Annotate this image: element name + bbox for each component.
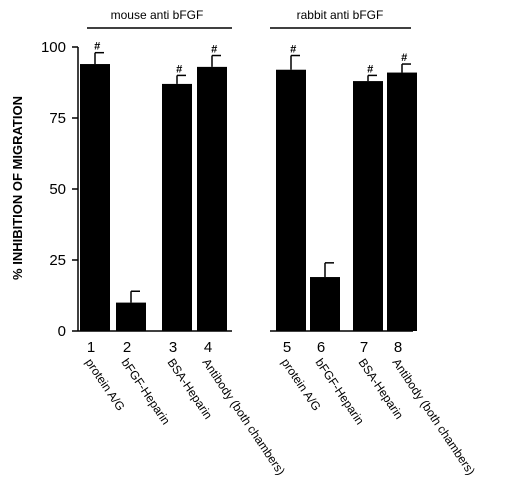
bar — [80, 64, 110, 331]
bar-numbers-group: 1 2 3 4 5 6 7 8 — [87, 339, 402, 356]
category-label: bFGF-Heparin — [119, 356, 173, 427]
bar-number: 4 — [204, 339, 212, 356]
category-labels-group: protein A/GbFGF-HeparinBSA-HeparinAntibo… — [83, 356, 478, 478]
bar — [162, 83, 192, 331]
bar-number: 6 — [317, 339, 325, 356]
y-tick-label: 75 — [49, 110, 66, 127]
bar-number: 5 — [283, 339, 291, 356]
group-title-mouse: mouse anti bFGF — [111, 8, 204, 22]
bar-number: 1 — [87, 339, 95, 356]
significance-mark: # — [367, 63, 374, 75]
significance-mark: # — [176, 63, 183, 75]
bar — [353, 81, 383, 331]
significance-marks-group: # # # # # # — [94, 41, 408, 76]
bar-number: 3 — [169, 339, 177, 356]
bar-number: 7 — [360, 339, 368, 356]
bars-group — [80, 64, 417, 331]
group-title-rabbit: rabbit anti bFGF — [297, 8, 384, 22]
bar — [197, 66, 227, 331]
y-tick-label: 25 — [49, 252, 66, 269]
bar — [387, 72, 417, 331]
category-label: Antibody (both chambers) — [390, 356, 478, 478]
significance-mark: # — [94, 41, 101, 53]
y-tick-label: 50 — [49, 181, 66, 198]
significance-mark: # — [211, 44, 218, 56]
bar — [310, 277, 340, 331]
y-ticks: 0 25 50 75 100 — [41, 39, 78, 340]
y-tick-label: 0 — [58, 323, 66, 340]
significance-mark: # — [290, 44, 297, 56]
bar — [116, 302, 146, 331]
error-bars-group — [94, 51, 411, 303]
bar — [276, 69, 306, 331]
bar-number: 8 — [394, 339, 402, 356]
bar-number: 2 — [123, 339, 131, 356]
y-tick-label: 100 — [41, 39, 66, 56]
y-axis-label: % INHIBITION OF MIGRATION — [10, 96, 25, 280]
significance-mark: # — [401, 52, 408, 64]
category-label: Antibody (both chambers) — [200, 356, 288, 478]
